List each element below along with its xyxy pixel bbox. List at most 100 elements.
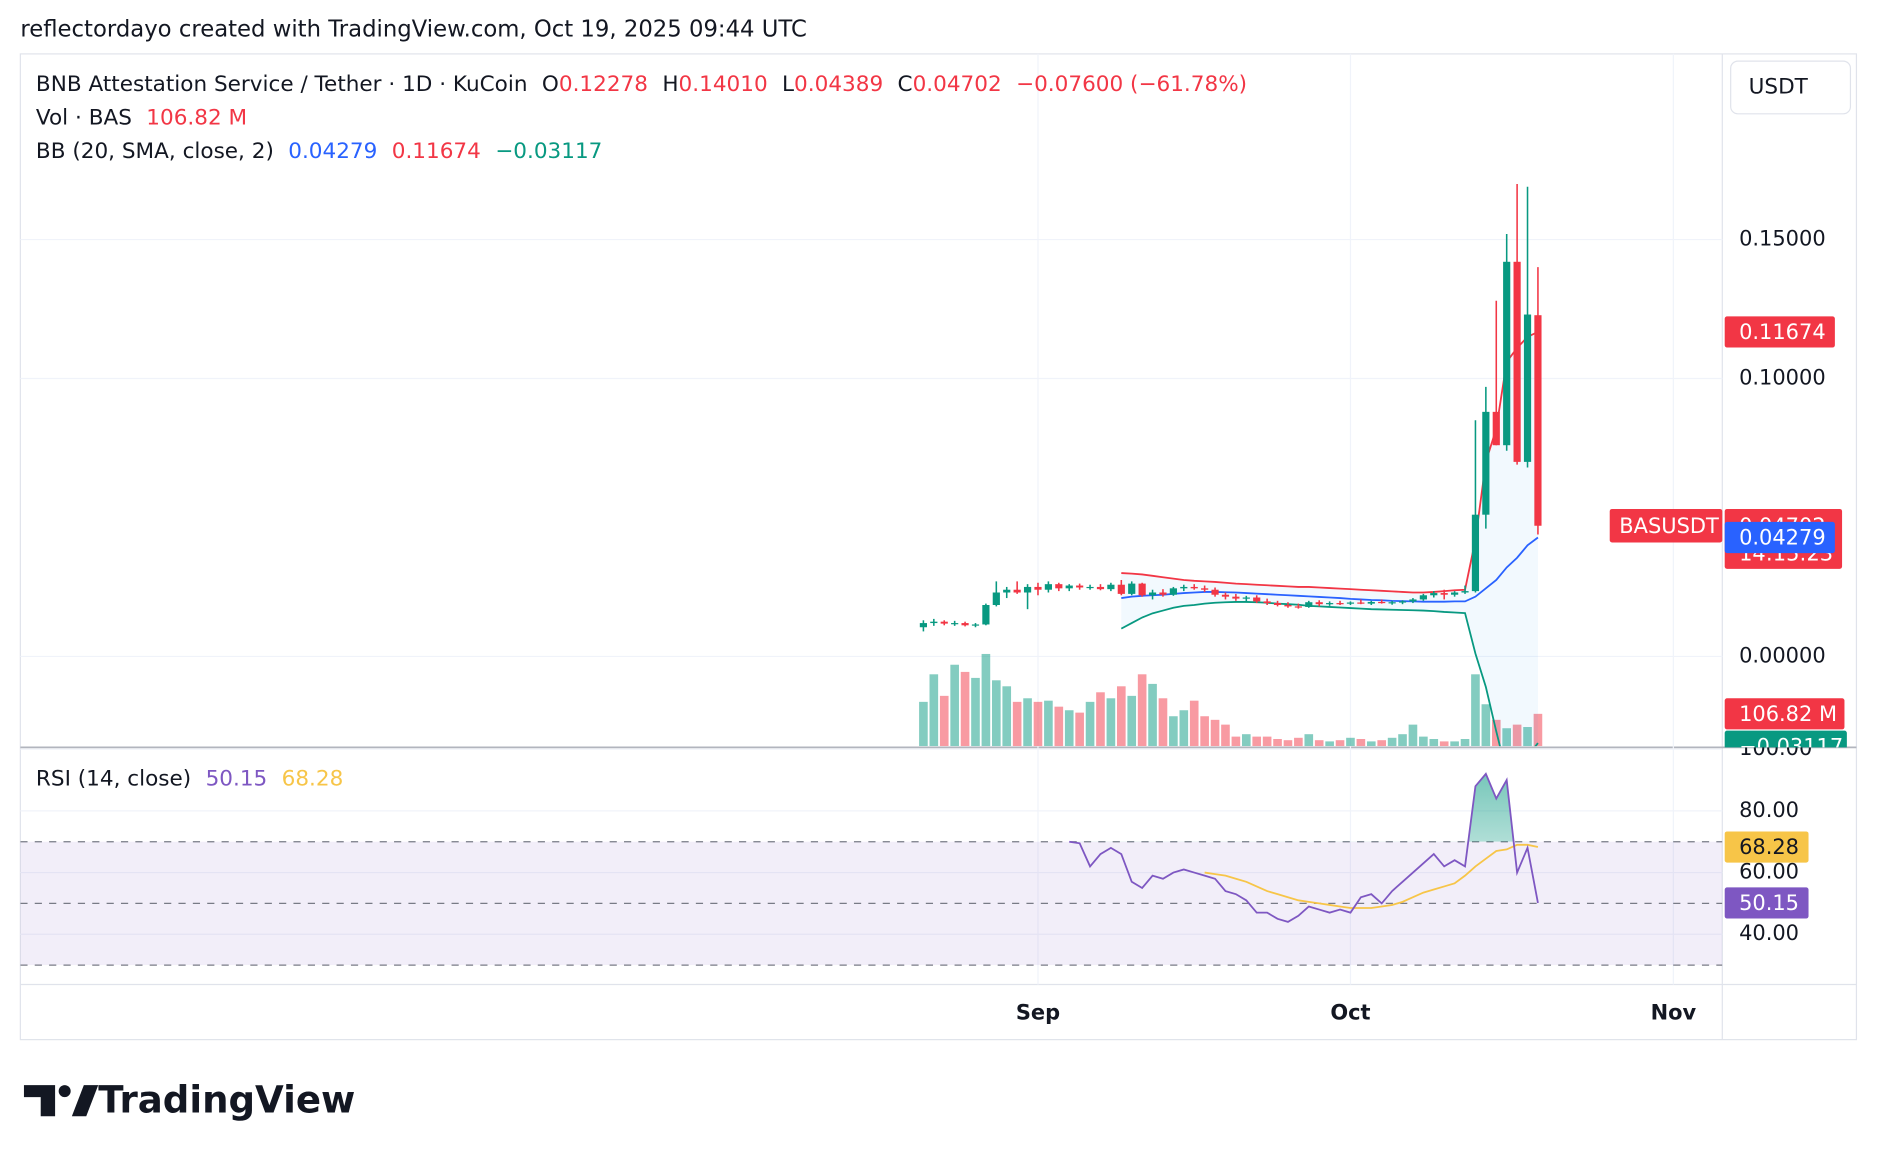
- candle-body: [1451, 592, 1459, 595]
- logo: TradingView: [23, 1078, 355, 1121]
- bb-upper-value: 0.11674: [392, 139, 481, 164]
- candle-body: [1513, 261, 1521, 462]
- bb-upper-price-label-box: [1724, 316, 1835, 348]
- chart-frame: [19, 53, 1858, 1041]
- volume-bar: [950, 664, 959, 747]
- volume-bar: [1085, 701, 1095, 747]
- candle-body: [961, 623, 969, 626]
- rsi: [1069, 772, 1539, 923]
- bb-lower: [1120, 601, 1539, 747]
- symbol-box: [1609, 508, 1723, 543]
- rsi-price-label: 50.15: [1739, 891, 1799, 915]
- rsi-tick-label: 80.00: [1739, 798, 1799, 822]
- candle-body: [1148, 592, 1157, 596]
- rsi-ma-line: [1204, 843, 1539, 909]
- volume-bar: [1137, 674, 1147, 747]
- bb-basis-price-label-box: [1724, 521, 1835, 554]
- volume-price-label-box: [1724, 698, 1845, 730]
- candle-body: [1305, 602, 1313, 607]
- bb-fill: [1121, 331, 1538, 747]
- rsi-ma-value: 68.28: [282, 767, 344, 792]
- volume-bar: [1419, 736, 1428, 747]
- candle-body: [1201, 588, 1209, 590]
- volume-bar: [1314, 740, 1324, 747]
- candle-body: [1357, 602, 1365, 604]
- volume-bar: [1200, 716, 1209, 747]
- candle-body: [1503, 261, 1511, 446]
- candle-body: [1430, 593, 1438, 596]
- bb-lower-value: −0.03117: [495, 139, 602, 164]
- rsi-tick-label: 40.00: [1739, 921, 1799, 945]
- y-tick-label: 0.00000: [1739, 643, 1826, 667]
- bb-upper-price-label: 0.11674: [1739, 320, 1826, 344]
- volume-bar: [1273, 739, 1282, 747]
- volume-bar: [1387, 737, 1397, 747]
- volume-bar: [1096, 692, 1105, 747]
- logo-icon: [23, 1085, 56, 1117]
- rsi-price-label-box: [1724, 887, 1809, 919]
- symbol-title: BNB Attestation Service / Tether · 1D · …: [36, 72, 528, 97]
- volume-bar: [1346, 737, 1355, 747]
- candle-body: [1003, 589, 1011, 593]
- volume-bar: [1502, 728, 1512, 747]
- candle-body: [940, 621, 948, 624]
- volume-bar: [981, 653, 991, 747]
- currency-label[interactable]: USDT: [1749, 74, 1809, 99]
- volume-bar: [1366, 741, 1376, 747]
- volume-bar: [960, 671, 970, 747]
- volume-bar: [1116, 686, 1126, 747]
- y-tick-label: 0.15000: [1739, 227, 1826, 251]
- candle-body: [1534, 315, 1542, 526]
- candle-body: [1107, 584, 1115, 590]
- candle-body: [1346, 602, 1355, 604]
- candle-body: [992, 592, 1000, 606]
- rsi-ma-price-label: 68.28: [1739, 835, 1799, 859]
- volume-bar: [1533, 713, 1543, 747]
- volume-bar: [1241, 734, 1251, 747]
- candle-body: [1523, 314, 1532, 462]
- x-tick-label: Sep: [1016, 1000, 1060, 1024]
- candle-body: [971, 624, 980, 626]
- snapshot-header: reflectordayo created with TradingView.c…: [20, 16, 807, 42]
- rsi-tick-label: 60.00: [1739, 860, 1799, 884]
- rsi-title: RSI (14, close): [36, 767, 191, 792]
- logo-icon-slash: [71, 1085, 99, 1117]
- currency-button[interactable]: [1730, 60, 1852, 115]
- volume-bar: [1127, 695, 1137, 747]
- volume-bar: [1356, 739, 1366, 747]
- volume-bar: [1252, 736, 1262, 747]
- high-value: 0.14010: [679, 72, 768, 97]
- volume-bar: [1294, 737, 1303, 747]
- rsi-background: [20, 841, 1723, 966]
- volume-bar: [1460, 739, 1470, 747]
- candle-body: [1378, 601, 1386, 604]
- candle-body: [1117, 584, 1125, 594]
- volume-bar: [929, 674, 939, 747]
- low-value: 0.04389: [794, 72, 883, 97]
- volume-bar: [1450, 741, 1459, 747]
- candle-body: [1419, 595, 1427, 600]
- volume-bar: [1054, 706, 1064, 747]
- bb-basis-value: 0.04279: [288, 139, 377, 164]
- bb-basis-price-label: 0.04279: [1739, 526, 1826, 550]
- candle-body: [1263, 601, 1271, 604]
- volume-price-label: 106.82 M: [1739, 702, 1837, 726]
- candle-body: [930, 621, 938, 624]
- close-label: C: [898, 72, 913, 97]
- candle-body: [1044, 584, 1052, 590]
- bollinger-bands: [1120, 331, 1539, 747]
- volume-bar: [919, 701, 928, 747]
- volume-bar: [1262, 736, 1272, 747]
- volume-bar: [1033, 701, 1043, 747]
- candle-body: [1294, 606, 1302, 608]
- candle-body: [1034, 586, 1042, 590]
- candle-body: [1315, 602, 1323, 605]
- candle-body: [1023, 586, 1032, 593]
- candle-body: [1055, 584, 1063, 589]
- rsi-line: [1069, 772, 1539, 923]
- candle-body: [1367, 601, 1375, 604]
- volume-bar: [1325, 741, 1334, 747]
- volume-title: Vol · BAS: [36, 106, 132, 131]
- logo-icon-dot: [58, 1085, 71, 1098]
- candle-body: [1221, 594, 1230, 597]
